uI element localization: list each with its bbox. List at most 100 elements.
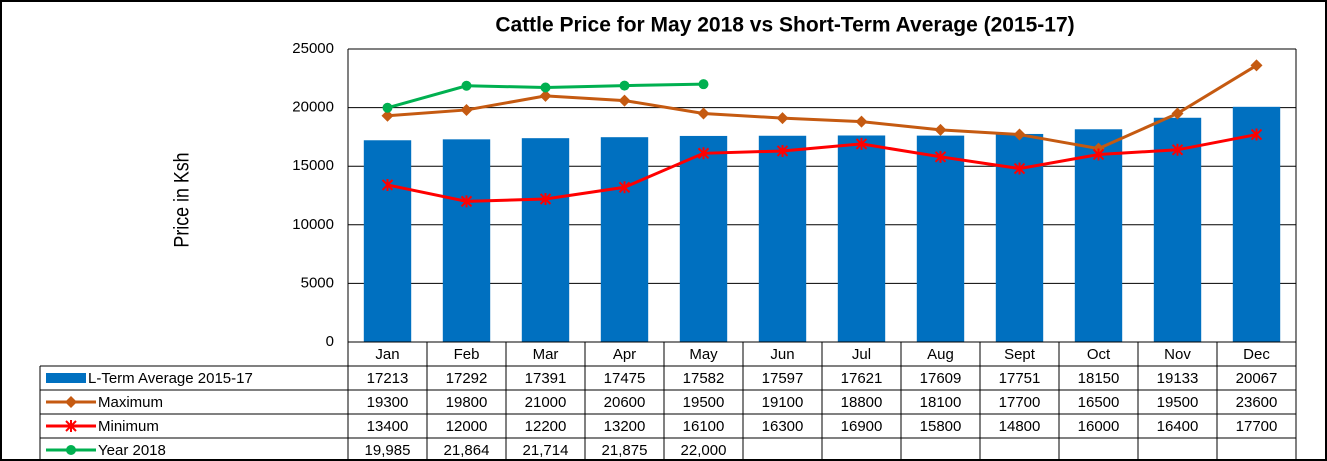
marker xyxy=(381,178,394,191)
x-tick-label: Mar xyxy=(533,346,559,363)
marker xyxy=(1250,128,1263,141)
table-cell: 17700 xyxy=(1236,418,1278,435)
line-series xyxy=(387,133,1257,203)
marker xyxy=(776,112,789,125)
marker xyxy=(382,102,393,113)
bar xyxy=(442,139,491,342)
legend-label: Maximum xyxy=(98,394,163,411)
table-cell: 18800 xyxy=(841,394,883,411)
line-series xyxy=(387,64,1258,151)
marker xyxy=(618,181,631,194)
table-cell: 17597 xyxy=(762,370,804,387)
marker xyxy=(698,79,709,90)
bar xyxy=(521,138,570,342)
table-cell: 14800 xyxy=(999,418,1041,435)
table-cell: 16100 xyxy=(683,418,725,435)
table-cell: 21,714 xyxy=(523,442,569,459)
marker xyxy=(1092,148,1105,161)
legend-label: Year 2018 xyxy=(98,442,166,459)
table-cell: 19300 xyxy=(367,394,409,411)
table-cell: 17621 xyxy=(841,370,883,387)
bar xyxy=(1232,106,1281,342)
marker xyxy=(934,123,947,136)
table-cell: 19500 xyxy=(1157,394,1199,411)
marker xyxy=(934,150,947,163)
table-cell: 17391 xyxy=(525,370,567,387)
table-cell: 19133 xyxy=(1157,370,1199,387)
y-axis-label: Price in Ksh xyxy=(170,152,194,247)
bar xyxy=(837,135,886,342)
marker xyxy=(1250,59,1263,72)
marker xyxy=(539,89,552,102)
y-tick-label: 20000 xyxy=(292,99,334,116)
y-tick-label: 15000 xyxy=(292,157,334,174)
table-cell: 19,985 xyxy=(365,442,411,459)
x-tick-label: Jul xyxy=(852,346,871,363)
table-cell: 23600 xyxy=(1236,394,1278,411)
table-cell: 17475 xyxy=(604,370,646,387)
x-tick-label: May xyxy=(689,346,718,363)
marker xyxy=(460,195,473,208)
table-cell: 19500 xyxy=(683,394,725,411)
marker xyxy=(619,80,630,91)
legend-label: Minimum xyxy=(98,418,159,435)
bar xyxy=(758,135,807,342)
x-tick-label: Dec xyxy=(1243,346,1270,363)
table-cell: 21,875 xyxy=(602,442,648,459)
marker xyxy=(1013,162,1026,175)
marker xyxy=(1171,143,1184,156)
y-tick-label: 5000 xyxy=(301,274,334,291)
x-tick-label: Feb xyxy=(454,346,480,363)
y-tick-label: 0 xyxy=(326,333,334,350)
y-tick-label: 10000 xyxy=(292,216,334,233)
marker xyxy=(855,115,868,128)
bar xyxy=(600,137,649,342)
marker xyxy=(460,103,473,116)
table-cell: 21000 xyxy=(525,394,567,411)
chart-title: Cattle Price for May 2018 vs Short-Term … xyxy=(495,14,1074,37)
table-cell: 17292 xyxy=(446,370,488,387)
table-cell: 16300 xyxy=(762,418,804,435)
x-tick-label: Nov xyxy=(1164,346,1191,363)
table-cell: 21,864 xyxy=(444,442,490,459)
table-cell: 17582 xyxy=(683,370,725,387)
table-cell: 17700 xyxy=(999,394,1041,411)
table-cell: 20600 xyxy=(604,394,646,411)
x-tick-label: Jan xyxy=(375,346,399,363)
marker xyxy=(540,82,551,93)
bar xyxy=(916,135,965,342)
x-tick-label: Oct xyxy=(1087,346,1111,363)
bar xyxy=(1074,129,1123,342)
marker xyxy=(539,193,552,206)
bar xyxy=(363,140,412,342)
table-cell: 16500 xyxy=(1078,394,1120,411)
marker xyxy=(1013,128,1026,141)
table-cell: 13200 xyxy=(604,418,646,435)
x-tick-label: Jun xyxy=(770,346,794,363)
marker xyxy=(1171,107,1184,120)
x-tick-label: Sept xyxy=(1004,346,1036,363)
table-cell: 12000 xyxy=(446,418,488,435)
table-cell: 16000 xyxy=(1078,418,1120,435)
table-cell: 12200 xyxy=(525,418,567,435)
marker xyxy=(855,137,868,150)
x-tick-label: Aug xyxy=(927,346,954,363)
table-cell: 19100 xyxy=(762,394,804,411)
table-cell: 16900 xyxy=(841,418,883,435)
marker xyxy=(66,445,76,455)
table-cell: 22,000 xyxy=(681,442,727,459)
table-cell: 15800 xyxy=(920,418,962,435)
x-tick-label: Apr xyxy=(613,346,636,363)
marker xyxy=(776,144,789,157)
table-cell: 13400 xyxy=(367,418,409,435)
table-cell: 17213 xyxy=(367,370,409,387)
marker xyxy=(65,420,77,432)
table-cell: 17609 xyxy=(920,370,962,387)
marker xyxy=(461,80,472,91)
table-cell: 17751 xyxy=(999,370,1041,387)
table-cell: 20067 xyxy=(1236,370,1278,387)
legend-swatch xyxy=(46,373,86,383)
bar xyxy=(679,135,728,342)
table-cell: 18150 xyxy=(1078,370,1120,387)
